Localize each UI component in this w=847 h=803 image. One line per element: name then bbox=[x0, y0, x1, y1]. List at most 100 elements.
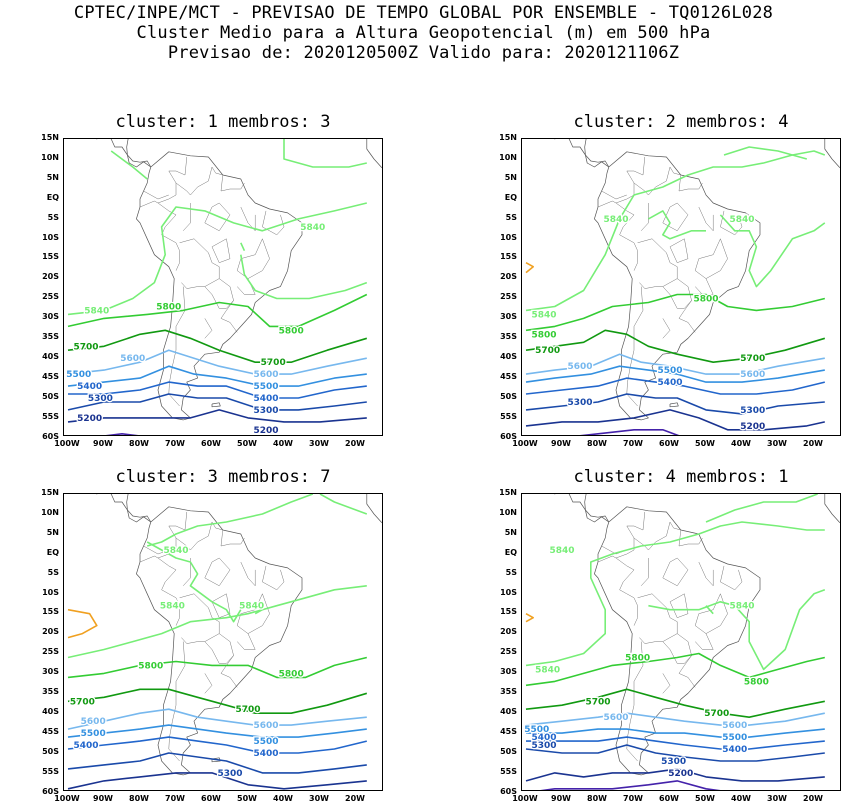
coastline bbox=[584, 494, 610, 523]
contour-5840 bbox=[67, 585, 367, 659]
country-border bbox=[662, 278, 692, 309]
country-border bbox=[211, 166, 245, 192]
country-border bbox=[179, 238, 220, 289]
coastline bbox=[594, 151, 761, 421]
lat-tick-label: 30S bbox=[500, 312, 517, 322]
header-title-line1: CPTEC/INPE/MCT - PREVISAO DE TEMPO GLOBA… bbox=[73, 3, 774, 23]
country-border bbox=[698, 561, 714, 587]
contour-5500 bbox=[525, 365, 825, 383]
country-border bbox=[240, 206, 256, 232]
lat-tick-label: 20S bbox=[500, 272, 517, 282]
contour-5400 bbox=[68, 381, 367, 399]
contour-5700 bbox=[67, 688, 368, 714]
contour-label-5200: 5200 bbox=[77, 414, 102, 424]
contour-5840 bbox=[146, 494, 314, 547]
lon-tick-label: 30W bbox=[767, 794, 787, 803]
country-border bbox=[236, 593, 270, 634]
lon-tick-label: 50W bbox=[695, 794, 715, 803]
contour-5840 bbox=[723, 146, 808, 160]
lat-tick-label: 55S bbox=[42, 411, 59, 421]
contour-5100 bbox=[105, 433, 139, 435]
country-border bbox=[669, 166, 703, 192]
country-border bbox=[211, 593, 231, 618]
contour-5840 bbox=[648, 589, 826, 671]
panel-title: cluster: 2 membros: 4 bbox=[573, 112, 789, 132]
contour-label-5200: 5200 bbox=[668, 769, 693, 779]
contour-5200 bbox=[525, 409, 825, 431]
contour-label-5600: 5600 bbox=[120, 354, 145, 364]
country-border bbox=[236, 238, 270, 279]
coastline bbox=[554, 494, 610, 523]
contour-label-5600: 5600 bbox=[722, 721, 747, 731]
contour-label-5400: 5400 bbox=[253, 749, 278, 759]
contour-5840 bbox=[648, 210, 706, 240]
country-border bbox=[262, 210, 285, 236]
contour-5700 bbox=[525, 329, 826, 363]
contour-5400 bbox=[67, 736, 367, 754]
lat-tick-label: 10N bbox=[499, 507, 517, 517]
country-border bbox=[698, 206, 714, 232]
contour-label-5800: 5800 bbox=[625, 653, 650, 663]
lat-tick-label: 15N bbox=[41, 133, 59, 142]
contour-5800 bbox=[67, 656, 367, 679]
contour-5840 bbox=[146, 541, 242, 623]
country-border bbox=[694, 593, 728, 634]
contour-5700 bbox=[525, 688, 825, 718]
lon-tick-label: 60W bbox=[201, 439, 221, 448]
lat-tick-label: 10N bbox=[41, 152, 59, 162]
coastline bbox=[366, 139, 382, 169]
contour-label-5840: 5840 bbox=[549, 546, 574, 556]
lat-tick-label: 5N bbox=[46, 527, 59, 537]
coastline bbox=[136, 151, 303, 421]
map-frame: 5300 5400 5400 5500 5500 5600 5600 5700 5700 5800… bbox=[63, 493, 383, 791]
country-border bbox=[157, 557, 180, 626]
lat-tick-label: 50S bbox=[500, 746, 517, 756]
country-border bbox=[669, 593, 689, 618]
country-border bbox=[637, 238, 678, 289]
contour-label-5800: 5800 bbox=[279, 326, 304, 336]
panel-title: cluster: 1 membros: 3 bbox=[115, 112, 331, 132]
contour-label-5500: 5500 bbox=[722, 733, 747, 743]
map-canvas: 5200 5300 5300 5400 5500 5600 5600 5700 5700 5800… bbox=[525, 139, 840, 435]
country-border bbox=[662, 633, 692, 664]
map-canvas: 5200530053005400540055005500560056005700… bbox=[523, 494, 840, 790]
contour-label-5300: 5300 bbox=[253, 406, 278, 416]
map-panel-3: cluster: 3 membros: 7 15N 10N 5N EQ 5S 10S 15S 2… bbox=[41, 467, 383, 803]
header-title-line3: Previsao de: 2020120500Z Valido para: 20… bbox=[167, 43, 680, 63]
country-border bbox=[262, 565, 285, 591]
contour-5880 bbox=[525, 613, 534, 623]
country-border bbox=[695, 633, 714, 650]
contour-5300 bbox=[67, 752, 367, 774]
contour-label-5500: 5500 bbox=[66, 370, 91, 380]
lat-tick-label: 5S bbox=[47, 567, 59, 577]
coastline bbox=[211, 402, 221, 408]
contour-label-5840: 5840 bbox=[729, 602, 754, 612]
lon-tick-label: 80W bbox=[587, 439, 607, 448]
contour-label-5500: 5500 bbox=[657, 366, 682, 376]
lat-tick-label: 15N bbox=[41, 488, 59, 497]
country-border bbox=[694, 238, 728, 279]
contour-5880 bbox=[525, 262, 534, 274]
lon-tick-label: 40W bbox=[731, 439, 751, 448]
country-border bbox=[662, 318, 671, 339]
contour-5840 bbox=[283, 139, 367, 168]
map-canvas: 5300 5400 5400 5500 5500 5600 5600 5700 5700 5800… bbox=[67, 494, 382, 790]
lat-tick-label: 5N bbox=[504, 527, 517, 537]
lat-tick-label: 35S bbox=[42, 687, 59, 696]
lat-tick-label: 5N bbox=[46, 172, 59, 182]
country-border bbox=[168, 511, 213, 551]
contour-label-5400: 5400 bbox=[722, 745, 747, 755]
lat-tick-label: 50S bbox=[42, 391, 59, 401]
coastline bbox=[824, 139, 840, 169]
country-border bbox=[237, 633, 256, 650]
contour-5840 bbox=[110, 150, 148, 180]
country-border bbox=[211, 238, 231, 263]
lat-tick-label: 40S bbox=[42, 351, 59, 361]
lat-tick-label: 20S bbox=[42, 272, 59, 282]
lat-tick-label: 25S bbox=[500, 292, 517, 302]
lon-tick-label: 80W bbox=[129, 794, 149, 803]
lat-tick-label: 45S bbox=[500, 726, 517, 736]
contour-label-5400: 5400 bbox=[531, 733, 556, 743]
contour-5840 bbox=[240, 242, 246, 252]
country-border bbox=[143, 190, 169, 200]
